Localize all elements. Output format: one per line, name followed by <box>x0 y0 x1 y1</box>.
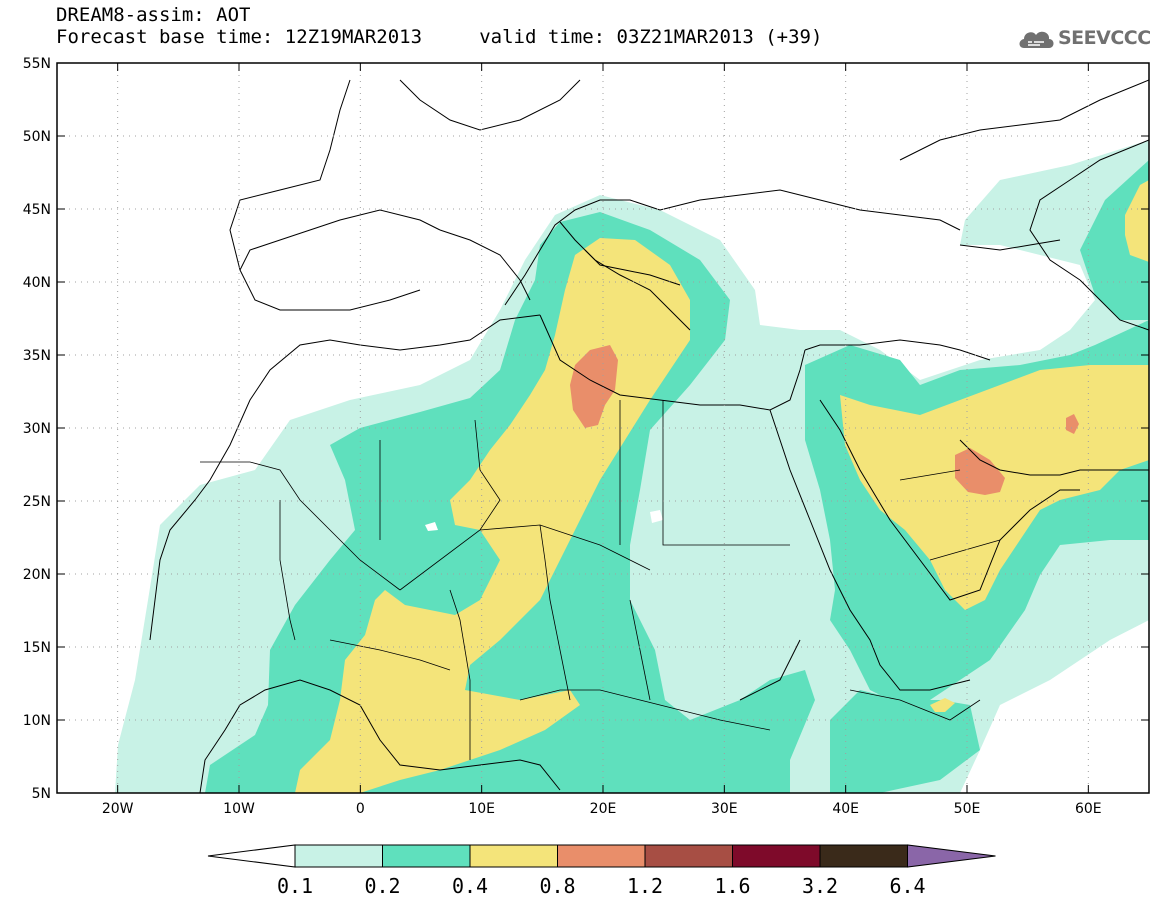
colorbar-high-arrow <box>907 844 996 868</box>
logo: SEEVCCC <box>1016 24 1156 54</box>
colorbar-label: 0.1 <box>277 874 313 898</box>
colorbar-swatch <box>819 844 908 868</box>
colorbar-swatch <box>382 844 471 868</box>
colorbar-label: 0.2 <box>364 874 400 898</box>
lat-label: 15N <box>23 640 51 656</box>
colorbar-label: 0.8 <box>539 874 575 898</box>
lat-label: 20N <box>23 567 51 583</box>
lat-label: 55N <box>23 56 51 72</box>
lon-label: 10W <box>223 801 255 817</box>
lon-label: 60E <box>1075 801 1102 817</box>
colorbar-label: 1.2 <box>627 874 663 898</box>
colorbar-swatch <box>732 844 821 868</box>
lat-label: 40N <box>23 275 51 291</box>
title-line-2: Forecast base time: 12Z19MAR2013 valid t… <box>56 26 823 48</box>
colorbar-swatch <box>294 844 383 868</box>
borders <box>200 400 1001 760</box>
lon-label: 40E <box>832 801 859 817</box>
logo-text: SEEVCCC <box>1058 27 1151 49</box>
lon-axis-labels: 20W 10W 0 10E 20E 30E 40E 50E 60E <box>102 801 1102 817</box>
colorbar-label: 3.2 <box>802 874 838 898</box>
aot-field-0.2-caspian <box>1080 160 1149 320</box>
aot-field-0.8-iran <box>1066 414 1079 434</box>
aot-field-0.4-ethiopia <box>930 698 955 712</box>
cloud-icon <box>1019 31 1054 48</box>
colorbar-swatch <box>644 844 733 868</box>
lat-label: 5N <box>32 786 51 802</box>
lon-label: 30E <box>711 801 738 817</box>
colorbar-label: 6.4 <box>889 874 925 898</box>
aot-field-0.8-libya <box>570 345 618 428</box>
lat-label: 50N <box>23 129 51 145</box>
axis-ticks <box>57 62 1149 794</box>
colorbar-low-arrow <box>207 844 296 868</box>
title-line-1: DREAM8-assim: AOT <box>56 4 251 26</box>
lon-label: 0 <box>356 801 365 817</box>
colorbar-swatch <box>469 844 558 868</box>
lat-label: 25N <box>23 494 51 510</box>
lat-label: 45N <box>23 202 51 218</box>
lat-label: 10N <box>23 713 51 729</box>
lat-label: 35N <box>23 348 51 364</box>
lon-label: 20E <box>590 801 617 817</box>
lat-label: 30N <box>23 421 51 437</box>
lon-label: 20W <box>102 801 134 817</box>
grid-lines <box>57 63 1149 793</box>
colorbar-label: 0.4 <box>452 874 488 898</box>
lon-label: 10E <box>468 801 495 817</box>
colorbar-swatch <box>557 844 646 868</box>
aot-field-0.2-southeast <box>830 690 980 793</box>
colorbar-label: 1.6 <box>714 874 750 898</box>
lat-axis-labels: 5N 10N 15N 20N 25N 30N 35N 40N 45N 50N 55N <box>23 56 51 802</box>
aot-field-0.4-caspian <box>1125 180 1149 262</box>
lon-label: 50E <box>954 801 981 817</box>
